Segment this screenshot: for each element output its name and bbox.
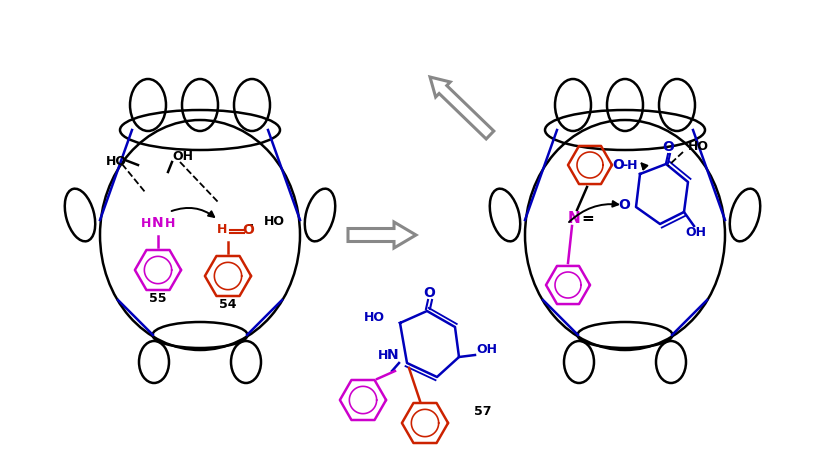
Text: N: N	[387, 348, 399, 362]
Text: H: H	[165, 217, 175, 230]
Text: 54: 54	[219, 298, 237, 311]
Text: HO: HO	[688, 140, 709, 153]
Text: O: O	[242, 223, 254, 237]
Text: OH: OH	[172, 150, 193, 163]
Text: H: H	[141, 217, 151, 230]
Text: HO: HO	[106, 155, 127, 168]
Text: O: O	[612, 158, 624, 172]
Text: HO: HO	[364, 311, 385, 324]
Text: N: N	[567, 211, 581, 226]
Text: HO: HO	[264, 215, 285, 228]
Text: =: =	[581, 211, 595, 226]
Text: H: H	[378, 349, 388, 362]
Text: H: H	[217, 223, 227, 236]
Text: O: O	[618, 198, 630, 212]
FancyArrow shape	[430, 77, 494, 139]
Text: 57: 57	[474, 405, 492, 418]
Text: 55: 55	[149, 292, 167, 305]
Text: O: O	[423, 286, 435, 300]
Text: O: O	[662, 140, 674, 154]
FancyArrow shape	[348, 222, 416, 248]
Text: OH: OH	[476, 343, 498, 356]
Text: N: N	[152, 216, 164, 230]
Text: -H: -H	[622, 159, 638, 172]
Text: OH: OH	[686, 226, 706, 239]
